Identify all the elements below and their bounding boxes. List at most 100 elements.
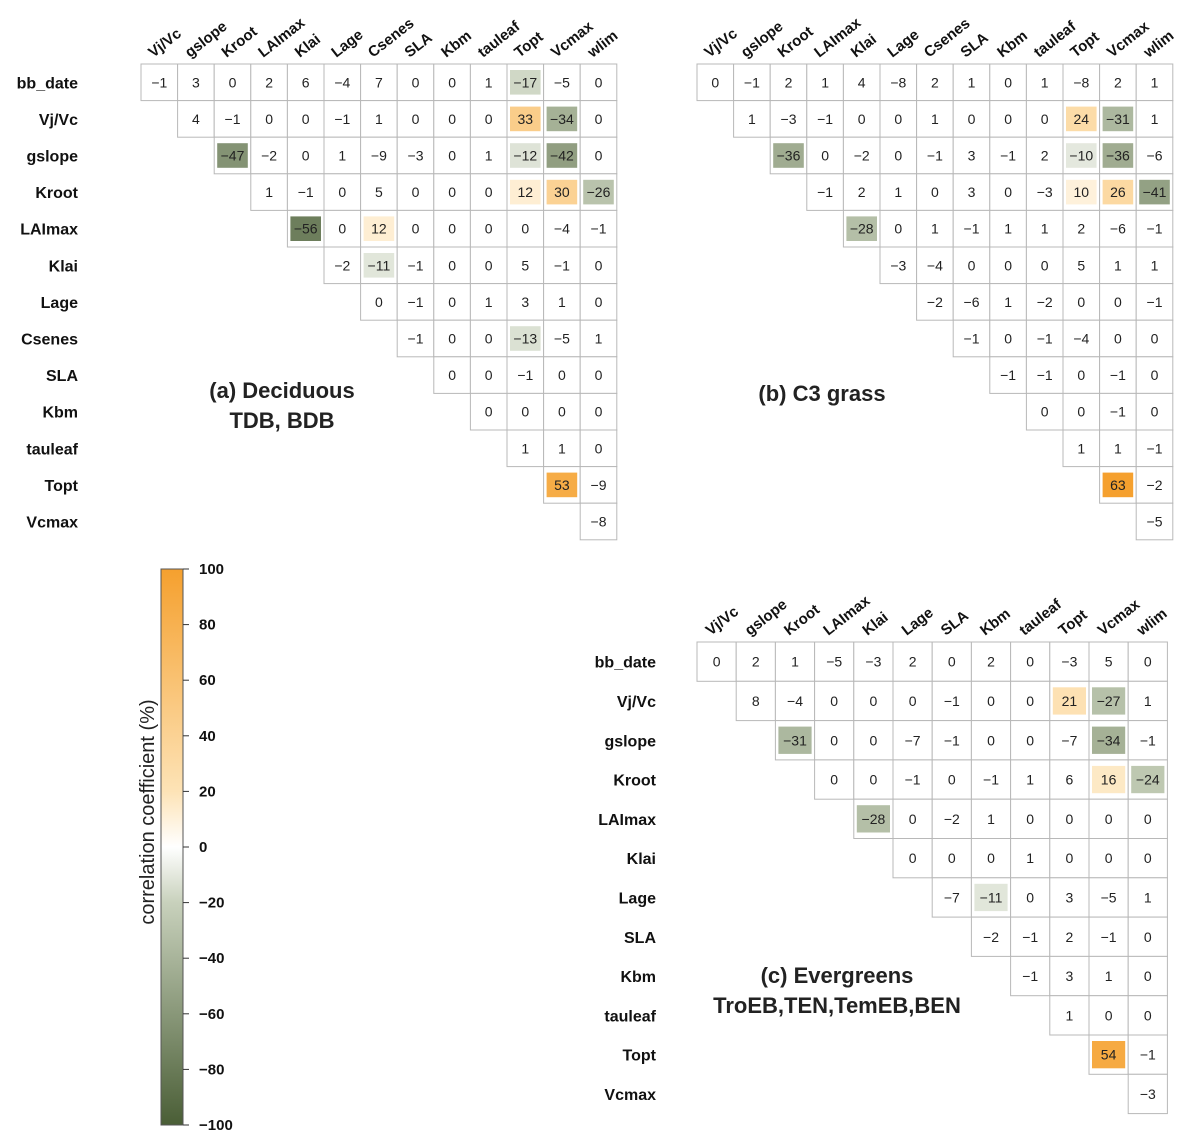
heatmap-cell — [579, 319, 618, 358]
heatmap-cell — [433, 246, 471, 285]
cell-value: 0 — [595, 257, 603, 273]
cell-value: 1 — [595, 331, 603, 347]
cell-value: 0 — [1151, 404, 1159, 420]
cell-value: −8 — [1073, 74, 1089, 90]
cell-value: −13 — [513, 331, 537, 347]
cell-value: 0 — [521, 404, 529, 420]
heatmap-cell — [1010, 877, 1051, 918]
column-label: Kbm — [438, 27, 475, 61]
cell-value: 0 — [1041, 404, 1049, 420]
cell-value: 53 — [554, 477, 570, 493]
cell-value: −27 — [1097, 693, 1121, 709]
cell-value: 0 — [302, 148, 310, 164]
cell-value: 1 — [485, 74, 493, 90]
cell-value: 1 — [987, 811, 995, 827]
heatmap-cell — [543, 356, 581, 394]
cell-value: 2 — [931, 74, 939, 90]
column-label: Lage — [884, 26, 922, 61]
cell-value: 0 — [1077, 404, 1085, 420]
heatmap-cell — [1010, 720, 1051, 761]
heatmap-cell-fill — [546, 106, 578, 132]
cell-value: 1 — [748, 111, 756, 127]
column-label: Lage — [328, 26, 366, 61]
cell-value: 0 — [1004, 257, 1012, 273]
column-label: tauleaf — [1016, 595, 1065, 639]
cell-value: 0 — [448, 148, 456, 164]
cell-value: 0 — [485, 257, 493, 273]
heatmap-cell — [952, 319, 991, 358]
heatmap-cell — [543, 246, 581, 285]
cell-value: 0 — [448, 294, 456, 310]
heatmap-cell — [970, 798, 1012, 840]
row-label: Kbm — [42, 405, 78, 422]
cell-value: 6 — [302, 74, 310, 90]
row-label: Vcmax — [604, 1087, 656, 1104]
cell-value: 0 — [558, 404, 566, 420]
heatmap-cell — [1088, 641, 1129, 682]
cell-value: 2 — [1066, 929, 1074, 945]
heatmap-cell — [1135, 502, 1174, 541]
cell-value: −36 — [777, 148, 801, 164]
heatmap-cell — [323, 63, 362, 102]
cell-value: −1 — [517, 367, 533, 383]
heatmap-cell-fill — [510, 179, 541, 205]
heatmap-cell — [892, 720, 933, 761]
cell-value: −1 — [983, 772, 999, 788]
heatmap-cell — [433, 136, 471, 175]
cell-value: −1 — [944, 732, 960, 748]
heatmap-cell — [1135, 136, 1174, 175]
cell-value: 0 — [448, 257, 456, 273]
heatmap-cell — [1127, 995, 1168, 1036]
row-label: gslope — [604, 733, 656, 750]
cell-value: 0 — [1105, 850, 1113, 866]
cell-value: 1 — [1041, 221, 1049, 237]
cell-value: 30 — [554, 184, 570, 200]
cell-value: 3 — [1066, 968, 1074, 984]
cell-value: 2 — [909, 654, 917, 670]
cell-value: 0 — [375, 294, 383, 310]
heatmap-cell-fill — [1092, 687, 1126, 715]
heatmap-cell — [916, 100, 954, 138]
column-label: Klai — [859, 609, 891, 639]
cell-value: −1 — [927, 148, 943, 164]
colorbar-tick-label: 100 — [199, 561, 224, 578]
column-label: SLA — [938, 607, 972, 639]
heatmap-cell-fill — [856, 805, 890, 833]
cell-value: 1 — [1144, 889, 1152, 905]
cell-value: 1 — [791, 654, 799, 670]
cell-value: 1 — [1151, 111, 1159, 127]
cell-value: 2 — [1041, 148, 1049, 164]
cell-value: 0 — [595, 111, 603, 127]
cell-value: −26 — [587, 184, 611, 200]
column-label: Vj/Vc — [145, 25, 184, 61]
cell-value: −2 — [1147, 477, 1163, 493]
cell-value: 0 — [711, 74, 719, 90]
cell-value: 0 — [595, 367, 603, 383]
heatmap-cell — [970, 641, 1012, 682]
heatmap-cell — [286, 100, 325, 138]
cell-value: −2 — [261, 148, 277, 164]
row-label: Vcmax — [26, 515, 78, 532]
cell-value: 0 — [485, 404, 493, 420]
cell-value: −9 — [371, 148, 387, 164]
cell-value: 0 — [1144, 850, 1152, 866]
heatmap-cell — [1135, 392, 1174, 431]
heatmap-cell — [1049, 798, 1090, 840]
cell-value: −1 — [1037, 367, 1053, 383]
heatmap-cell — [396, 63, 435, 102]
heatmap-cell — [469, 100, 508, 138]
heatmap-cell — [396, 173, 435, 211]
heatmap-cell-fill — [510, 326, 541, 351]
cell-value: −3 — [1140, 1086, 1156, 1102]
cell-value: −3 — [1037, 184, 1053, 200]
heatmap-cell-fill — [1102, 143, 1134, 168]
panel-title: (a) Deciduous — [209, 378, 354, 403]
cell-value: 0 — [870, 772, 878, 788]
heatmap-cell — [1127, 838, 1168, 879]
heatmap-cell — [952, 100, 991, 138]
heatmap-cell — [879, 136, 918, 175]
heatmap-cell — [323, 136, 362, 175]
heatmap-cell — [892, 680, 933, 722]
cell-value: 4 — [858, 74, 866, 90]
